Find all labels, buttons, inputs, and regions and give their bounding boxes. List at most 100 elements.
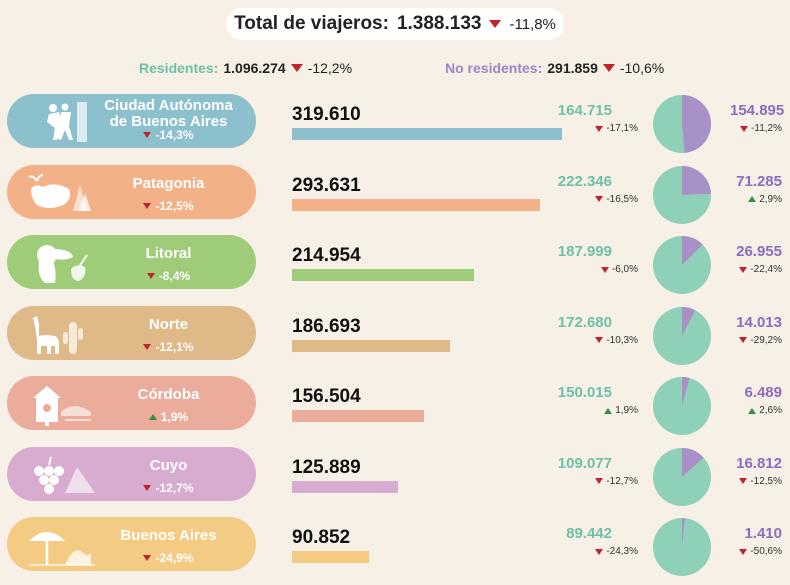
- region-total: 186.693: [292, 315, 361, 337]
- region-total: 319.610: [292, 104, 361, 125]
- region-pill: Patagonia -12,5%: [7, 164, 256, 219]
- nonresidents-change-value: -29,2%: [750, 334, 782, 346]
- nonresidents-value: 1.410: [744, 525, 782, 542]
- residents-pie: [653, 236, 711, 294]
- region-change: -14,3%: [87, 128, 250, 142]
- up-arrow-icon: [748, 407, 757, 414]
- down-arrow-icon: [739, 478, 748, 484]
- pie-slice-nonresidents: [682, 377, 690, 406]
- region-total: 90.852: [292, 527, 351, 548]
- down-arrow-icon: [602, 64, 615, 72]
- down-arrow-icon: [489, 20, 502, 28]
- nonresidents-change-value: -12,5%: [750, 475, 782, 487]
- pie-slice-nonresidents: [682, 306, 696, 336]
- down-arrow-icon: [143, 484, 152, 491]
- residents-value: 164.715: [557, 102, 612, 119]
- residents-summary: Residentes: 1.096.274 -12,2%: [139, 60, 352, 76]
- nonresidents-change-value: -50,6%: [750, 546, 782, 557]
- up-arrow-icon: [748, 196, 757, 202]
- whale-icon: [28, 173, 91, 211]
- region-pill: Córdoba 1,9%: [7, 376, 256, 430]
- region-total: 214.954: [292, 245, 361, 266]
- nonresidents-change: 2,9%: [720, 194, 782, 205]
- down-arrow-icon: [600, 266, 609, 273]
- region-pill: Buenos Aires -24,9%: [7, 517, 256, 571]
- region-row: Patagonia -12,5% 293.631 222.346 -16,5% 71.28…: [0, 164, 790, 224]
- llama-icon: [33, 315, 83, 354]
- total-bar: [292, 128, 562, 140]
- residents-pie: [653, 306, 711, 365]
- region-name: Litoral: [87, 246, 250, 262]
- grapes-icon: [34, 456, 95, 494]
- down-arrow-icon: [595, 337, 604, 343]
- region-name-line1: Ciudad Autónoma: [104, 97, 233, 114]
- down-arrow-icon: [740, 125, 749, 132]
- residents-change: -24,3%: [558, 546, 638, 557]
- pie-slice-nonresidents: [682, 165, 711, 195]
- residents-change: -17,1%: [558, 123, 638, 134]
- nonresidents-value: 291.859: [547, 60, 598, 76]
- region-change-value: 1,9%: [160, 410, 189, 424]
- down-arrow-icon: [143, 555, 152, 561]
- total-bar: [292, 410, 424, 422]
- down-arrow-icon: [146, 273, 155, 279]
- total-bar: [292, 339, 450, 352]
- region-change: -12,7%: [87, 481, 250, 495]
- residents-change-value: -24,3%: [606, 546, 638, 557]
- residents-change-value: -12,7%: [606, 475, 638, 487]
- nonresidents-value: 154.895: [730, 102, 785, 119]
- residents-pie: [653, 94, 712, 153]
- region-name: Norte: [87, 316, 250, 333]
- residents-label: Residentes:: [139, 60, 219, 76]
- total-travelers-pill: Total de viajeros: 1.388.133 -11,8%: [226, 8, 564, 40]
- residents-value: 187.999: [557, 243, 612, 260]
- region-pill: Norte -12,1%: [7, 305, 256, 360]
- pie-slice-nonresidents: [682, 236, 703, 265]
- nonresidents-change: -50,6%: [720, 546, 782, 557]
- region-change: -12,1%: [87, 340, 250, 354]
- pie-slice-nonresidents: [682, 94, 712, 153]
- nonresidents-change: -29,2%: [720, 335, 782, 346]
- total-bar: [292, 551, 369, 563]
- residents-change: -6,0%: [558, 264, 638, 275]
- nonresidents-change: -11,2%: [720, 123, 782, 134]
- residents-change: -12,7%: [558, 476, 638, 487]
- residents-change: -12,2%: [307, 60, 353, 76]
- pie-slice-nonresidents: [682, 518, 685, 547]
- region-name: Ciudad Autónoma de Buenos Aires: [87, 98, 250, 130]
- total-bar: [292, 269, 474, 281]
- region-name: Cuyo: [87, 457, 250, 474]
- region-pill: Ciudad Autónoma de Buenos Aires -14,3%: [7, 94, 256, 148]
- toucan-icon: [37, 245, 88, 283]
- nonresidents-change-value: -11,2%: [751, 123, 782, 134]
- nonresidents-change: -10,6%: [619, 60, 665, 76]
- nonresidents-value: 16.812: [736, 454, 782, 472]
- residents-value: 172.680: [557, 313, 612, 331]
- residents-change: 1,9%: [558, 405, 638, 416]
- residents-change-value: -16,5%: [606, 193, 638, 205]
- down-arrow-icon: [290, 64, 303, 72]
- region-total: 156.504: [292, 386, 361, 407]
- region-name: Patagonia: [87, 174, 250, 192]
- up-arrow-icon: [604, 407, 613, 414]
- down-arrow-icon: [739, 266, 748, 273]
- nonresidents-summary: No residentes: 291.859 -10,6%: [445, 60, 664, 76]
- region-name-line1: Córdoba: [137, 386, 200, 403]
- region-row: Buenos Aires -24,9% 90.852 89.442 -24,3% 1.41…: [0, 517, 790, 576]
- residents-change-value: -17,1%: [606, 123, 638, 134]
- total-change: -11,8%: [509, 15, 556, 33]
- residents-change-value: -6,0%: [611, 264, 638, 275]
- region-pill: Cuyo -12,7%: [7, 446, 256, 501]
- residents-change-value: 1,9%: [615, 405, 638, 416]
- down-arrow-icon: [143, 343, 152, 350]
- region-change: -12,5%: [87, 199, 250, 213]
- nonresidents-change-value: -22,4%: [750, 264, 782, 275]
- total-label: Total de viajeros:: [234, 13, 389, 34]
- region-name-line1: Litoral: [145, 245, 192, 262]
- nonresidents-change: -22,4%: [720, 264, 782, 275]
- region-name: Córdoba: [87, 387, 250, 403]
- region-name-line1: Patagonia: [132, 174, 205, 192]
- region-change: 1,9%: [87, 410, 250, 424]
- total-bar: [292, 198, 540, 211]
- down-arrow-icon: [739, 548, 748, 555]
